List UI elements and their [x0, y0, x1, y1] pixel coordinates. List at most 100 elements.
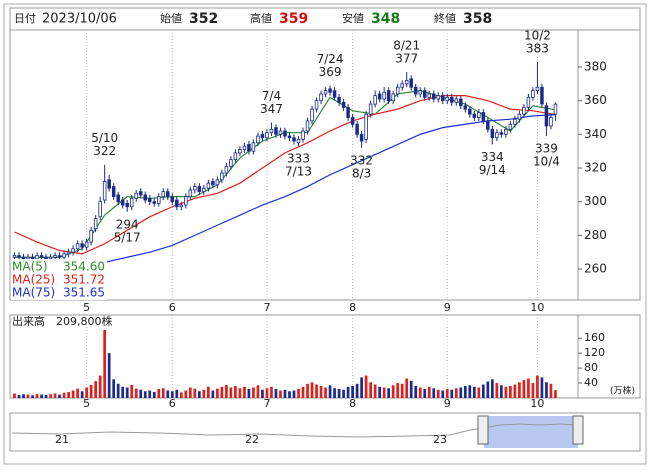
- candle-body: [220, 172, 224, 181]
- volume-bar: [554, 390, 557, 398]
- candle-body: [310, 108, 314, 122]
- legend-value: 351.65: [63, 286, 105, 300]
- candle-body: [265, 132, 269, 139]
- candle-body: [472, 113, 477, 118]
- candle-body: [445, 96, 450, 102]
- candle-body: [202, 187, 206, 192]
- volume-bar: [85, 387, 88, 398]
- annotation-value: 294: [116, 217, 139, 231]
- volume-bar: [148, 390, 152, 398]
- candle-body: [319, 93, 323, 102]
- volume-bar: [243, 386, 246, 398]
- candle-body: [71, 248, 75, 253]
- header-high-label: 高値: [250, 11, 272, 25]
- volume-bar: [333, 388, 336, 398]
- candle-body: [359, 133, 364, 142]
- volume-bar: [270, 386, 273, 398]
- candle-body: [129, 197, 134, 208]
- volume-bar: [373, 384, 377, 398]
- volume-bar: [477, 387, 481, 398]
- candle-body: [93, 218, 98, 230]
- volume-bar: [459, 387, 463, 398]
- navigator[interactable]: [9, 412, 641, 452]
- annotation-value: 339: [535, 142, 558, 156]
- candle-body: [382, 91, 386, 100]
- annotation-value: 377: [395, 52, 418, 66]
- volume-bar: [306, 383, 309, 398]
- candle-body: [251, 142, 256, 152]
- annotation-value: 333: [287, 152, 310, 166]
- volume-bar: [288, 391, 291, 398]
- volume-bar: [184, 390, 188, 398]
- volume-bar: [265, 388, 269, 398]
- candle-body: [161, 191, 166, 198]
- volume-bar: [418, 387, 422, 398]
- volume-bar: [80, 391, 84, 398]
- volume-bar: [369, 382, 372, 398]
- y-tick-label: 80: [584, 361, 598, 374]
- volume-bar: [472, 386, 476, 398]
- volume-bar: [509, 386, 512, 398]
- volume-bar: [256, 385, 260, 398]
- candle-body: [373, 95, 377, 105]
- candle-body: [116, 194, 120, 203]
- volume-bar: [522, 380, 526, 398]
- annotation-date: 5/10: [91, 131, 118, 145]
- x-tick-label: 5: [83, 397, 90, 410]
- candle-body: [328, 88, 332, 93]
- navigator-label: 22: [245, 433, 259, 446]
- navigator-handle-right[interactable]: [572, 415, 584, 445]
- volume-bar: [454, 388, 458, 398]
- navigator-window[interactable]: [484, 416, 578, 448]
- candle-body: [368, 103, 373, 115]
- candle-body: [238, 149, 242, 154]
- candle-body: [490, 128, 495, 139]
- candle-body: [364, 113, 368, 140]
- volume-bar: [301, 386, 305, 398]
- candle-body: [427, 93, 431, 98]
- volume-bar: [76, 388, 79, 398]
- candle-body: [395, 86, 400, 95]
- volume-bar: [500, 385, 503, 398]
- candle-body: [170, 196, 175, 203]
- candle-body: [431, 93, 436, 100]
- x-tick-label: 7: [263, 301, 270, 314]
- candle-body: [229, 159, 233, 167]
- x-tick-label: 9: [444, 397, 451, 410]
- volume-bar: [504, 386, 508, 398]
- header-close-label: 終値: [434, 11, 456, 25]
- volume-bar: [71, 390, 75, 398]
- candle-body: [454, 98, 459, 103]
- volume-bar: [279, 390, 282, 398]
- candle-body: [499, 132, 504, 135]
- candle-body: [495, 132, 499, 139]
- legend-box: [11, 259, 107, 300]
- candle-body: [549, 117, 553, 127]
- legend-value: 354.60: [63, 260, 105, 274]
- x-tick-label: 5: [83, 301, 90, 314]
- candle-body: [391, 93, 395, 102]
- volume-bar: [206, 386, 210, 398]
- volume-bar: [337, 389, 341, 398]
- annotation-value: 322: [93, 144, 116, 158]
- candle-body: [247, 144, 251, 152]
- candle-body: [504, 128, 508, 135]
- candle-body: [481, 112, 486, 122]
- annotation-value: 369: [319, 65, 342, 79]
- volume-bar: [53, 393, 57, 398]
- candle-body: [39, 255, 44, 258]
- volume-bar: [463, 386, 467, 398]
- header-high: 359: [279, 11, 308, 27]
- header-date-label: 日付: [14, 12, 36, 25]
- volume-bar: [549, 383, 553, 398]
- y-tick-label: 40: [584, 376, 598, 389]
- candle-body: [89, 229, 93, 243]
- volume-title: 出来高: [12, 314, 45, 328]
- y-tick-label: 380: [584, 60, 607, 74]
- navigator-handle-left[interactable]: [477, 415, 489, 445]
- volume-bar: [518, 382, 521, 398]
- candle-body: [48, 256, 53, 260]
- candle-body: [377, 93, 382, 100]
- candle-body: [138, 191, 143, 196]
- candle-body: [66, 251, 71, 255]
